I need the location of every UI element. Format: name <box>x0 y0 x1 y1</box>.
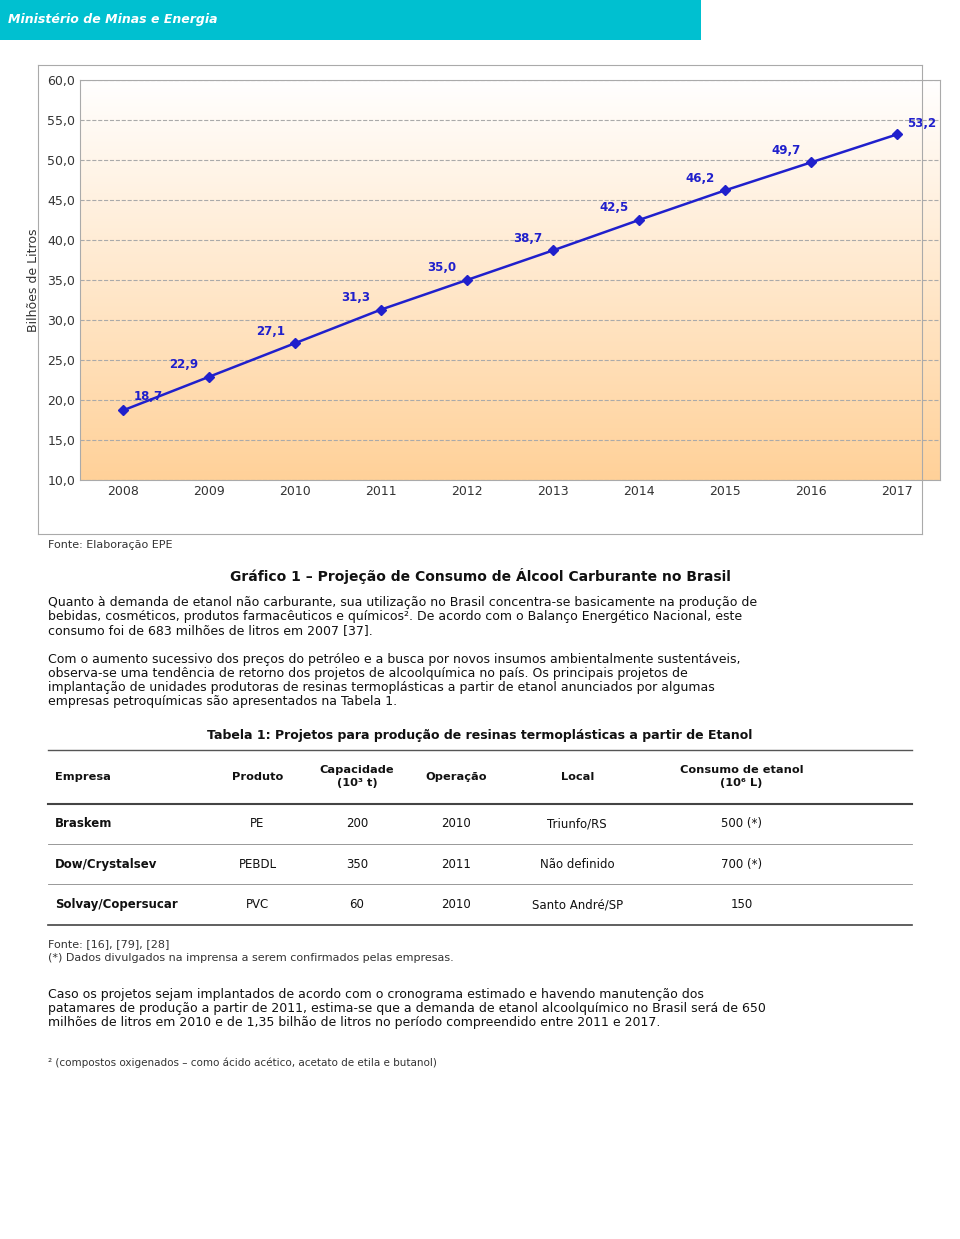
Text: consumo foi de 683 milhões de litros em 2007 [37].: consumo foi de 683 milhões de litros em … <box>48 623 372 637</box>
Text: 150: 150 <box>731 898 753 911</box>
Text: milhões de litros em 2010 e de 1,35 bilhão de litros no período compreendido ent: milhões de litros em 2010 e de 1,35 bilh… <box>48 1016 660 1030</box>
Text: 200: 200 <box>346 818 368 830</box>
Text: Consumo de etanol
(10⁶ L): Consumo de etanol (10⁶ L) <box>680 766 804 788</box>
Text: PVC: PVC <box>246 898 269 911</box>
Text: Quanto à demanda de etanol não carburante, sua utilização no Brasil concentra-se: Quanto à demanda de etanol não carburant… <box>48 596 757 608</box>
Text: Com o aumento sucessivo dos preços do petróleo e a busca por novos insumos ambie: Com o aumento sucessivo dos preços do pe… <box>48 653 740 665</box>
Text: Fonte: Elaboração EPE: Fonte: Elaboração EPE <box>48 540 173 550</box>
Text: 31,3: 31,3 <box>342 291 371 304</box>
Text: 27,1: 27,1 <box>255 325 285 337</box>
Text: Produto: Produto <box>232 772 283 782</box>
Text: 700 (*): 700 (*) <box>721 857 762 871</box>
Text: ² (compostos oxigenados – como ácido acético, acetato de etila e butanol): ² (compostos oxigenados – como ácido acé… <box>48 1058 437 1068</box>
Text: 2011: 2011 <box>442 857 471 871</box>
Text: Capacidade
(10³ t): Capacidade (10³ t) <box>320 766 395 788</box>
Text: 53,2: 53,2 <box>907 118 936 130</box>
Text: patamares de produção a partir de 2011, estima-se que a demanda de etanol alcool: patamares de produção a partir de 2011, … <box>48 1002 766 1015</box>
Text: Triunfo/RS: Triunfo/RS <box>547 818 607 830</box>
Text: 46,2: 46,2 <box>685 172 714 185</box>
Text: 38,7: 38,7 <box>514 232 542 245</box>
Text: Local: Local <box>561 772 594 782</box>
Bar <box>0 0 701 40</box>
Text: 18,7: 18,7 <box>133 390 162 403</box>
Text: 60: 60 <box>349 898 364 911</box>
Text: Gráfico 1 – Projeção de Consumo de Álcool Carburante no Brasil: Gráfico 1 – Projeção de Consumo de Álcoo… <box>229 567 731 584</box>
Text: 2010: 2010 <box>442 898 471 911</box>
Text: bebidas, cosméticos, produtos farmacêuticos e químicos². De acordo com o Balanço: bebidas, cosméticos, produtos farmacêuti… <box>48 610 742 623</box>
Text: PE: PE <box>251 818 265 830</box>
Text: Caso os projetos sejam implantados de acordo com o cronograma estimado e havendo: Caso os projetos sejam implantados de ac… <box>48 989 704 1001</box>
Text: (*) Dados divulgados na imprensa a serem confirmados pelas empresas.: (*) Dados divulgados na imprensa a serem… <box>48 953 454 963</box>
Text: Tabela 1: Projetos para produção de resinas termoplásticas a partir de Etanol: Tabela 1: Projetos para produção de resi… <box>207 729 753 742</box>
Text: 500 (*): 500 (*) <box>721 818 762 830</box>
Text: Braskem: Braskem <box>55 818 112 830</box>
Text: 42,5: 42,5 <box>599 202 629 214</box>
Text: empresas petroquímicas são apresentados na Tabela 1.: empresas petroquímicas são apresentados … <box>48 695 397 707</box>
Text: implantação de unidades produtoras de resinas termoplásticas a partir de etanol : implantação de unidades produtoras de re… <box>48 680 715 694</box>
Y-axis label: Bilhões de Litros: Bilhões de Litros <box>27 228 40 332</box>
Text: 49,7: 49,7 <box>772 144 801 157</box>
Text: 2010: 2010 <box>442 818 471 830</box>
Text: observa-se uma tendência de retorno dos projetos de alcoolquímica no país. Os pr: observa-se uma tendência de retorno dos … <box>48 667 687 680</box>
Text: Operação: Operação <box>425 772 487 782</box>
Text: Fonte: [16], [79], [28]: Fonte: [16], [79], [28] <box>48 939 169 949</box>
Text: Solvay/Copersucar: Solvay/Copersucar <box>55 898 178 911</box>
Text: Santo André/SP: Santo André/SP <box>532 898 623 911</box>
Text: PEBDL: PEBDL <box>238 857 276 871</box>
Text: Dow/Crystalsev: Dow/Crystalsev <box>55 857 157 871</box>
Text: 350: 350 <box>346 857 368 871</box>
Text: Ministério de Minas e Energia: Ministério de Minas e Energia <box>8 14 217 26</box>
Text: 35,0: 35,0 <box>427 261 457 274</box>
Text: Empresa: Empresa <box>55 772 110 782</box>
Text: Não definido: Não definido <box>540 857 614 871</box>
Text: 22,9: 22,9 <box>170 358 199 372</box>
